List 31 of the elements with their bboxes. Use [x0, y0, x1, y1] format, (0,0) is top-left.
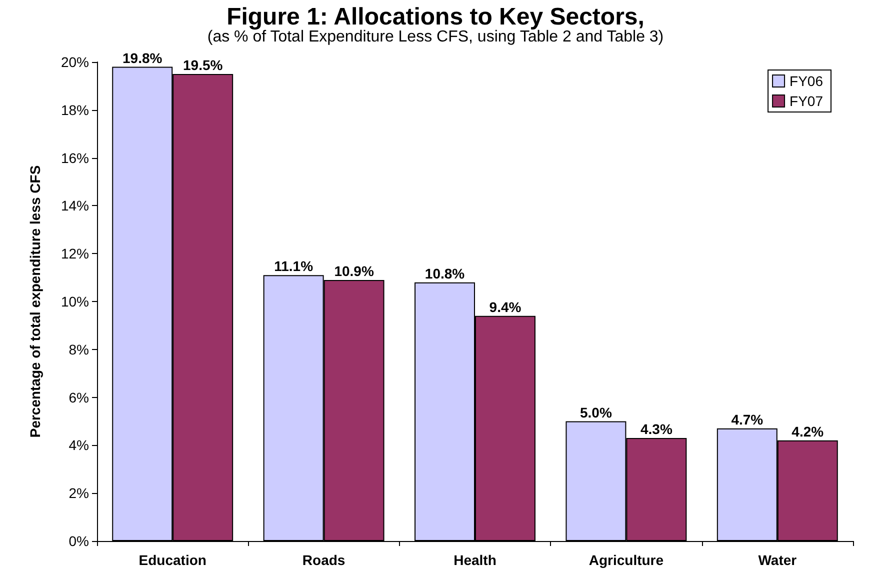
- x-tick-label: Education: [138, 552, 206, 568]
- data-label: 4.3%: [640, 421, 673, 438]
- data-label: 19.8%: [122, 50, 163, 66]
- chart-subtitle: (as % of Total Expenditure Less CFS, using Table 2 and Table 3): [207, 28, 664, 46]
- legend-label: FY06: [790, 73, 824, 89]
- y-axis-title: Percentage of total expenditure less CFS: [27, 165, 43, 438]
- y-tick-label: 10%: [60, 294, 89, 310]
- x-tick-label: Roads: [302, 552, 346, 568]
- y-tick-label: 2%: [68, 485, 89, 502]
- data-label: 10.8%: [424, 265, 466, 282]
- chart-title: Figure 1: Allocations to Key Sectors,: [226, 4, 644, 30]
- x-tick-label: Health: [454, 552, 496, 568]
- y-tick-label: 12%: [60, 246, 89, 262]
- data-label: 10.9%: [334, 262, 374, 279]
- data-label: 11.1%: [274, 258, 314, 274]
- x-tick-label: Agriculture: [588, 552, 664, 568]
- data-label: 9.4%: [489, 298, 522, 315]
- y-tick-label: 16%: [60, 150, 89, 166]
- legend-label: FY07: [790, 93, 824, 109]
- x-tick-label: Water: [758, 552, 798, 568]
- data-label: 4.2%: [792, 423, 824, 440]
- y-tick-label: 14%: [60, 198, 89, 214]
- data-label: 4.7%: [731, 411, 764, 428]
- data-label: 19.5%: [182, 56, 224, 73]
- y-tick-label: 0%: [68, 533, 89, 549]
- y-tick-label: 18%: [60, 102, 89, 118]
- y-tick-label: 20%: [60, 54, 89, 70]
- y-tick-label: 6%: [68, 389, 89, 406]
- y-tick-label: 4%: [68, 437, 89, 454]
- data-label: 5.0%: [580, 404, 612, 420]
- y-tick-label: 8%: [68, 341, 89, 358]
